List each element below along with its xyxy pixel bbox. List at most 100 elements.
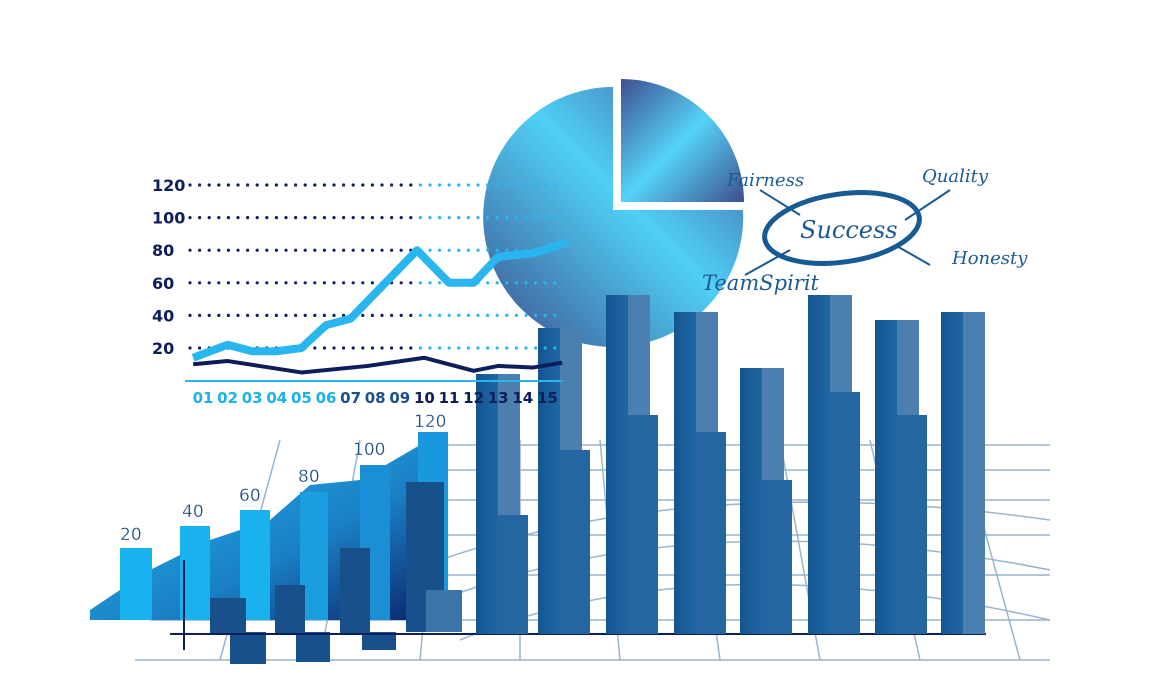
x-tick-label: 02 [217, 389, 238, 407]
grid-dot [342, 281, 346, 285]
grid-dot [313, 346, 317, 350]
grid-dot [274, 216, 278, 220]
grid-dot [476, 313, 480, 317]
grid-dot [418, 183, 422, 187]
grid-dot [486, 313, 490, 317]
grid-dot [380, 216, 384, 220]
grid-dot [265, 248, 269, 252]
grid-dot [217, 216, 221, 220]
grid-dot [495, 346, 499, 350]
grid-dot [428, 313, 432, 317]
grid-dot [322, 183, 326, 187]
x-tick-label: 15 [537, 389, 558, 407]
grid-dot [534, 216, 538, 220]
grid-dot [313, 313, 317, 317]
grid-dot [553, 183, 557, 187]
tall-bar-secondary [628, 415, 658, 634]
grid-dot [236, 183, 240, 187]
x-tick-label: 06 [316, 389, 337, 407]
grid-dot [207, 281, 211, 285]
grid-dot [390, 183, 394, 187]
grid-dot [534, 346, 538, 350]
tall-bar [476, 374, 498, 634]
grid-dot [438, 216, 442, 220]
grid-dot [207, 248, 211, 252]
grid-dot [447, 248, 451, 252]
grid-dot [495, 313, 499, 317]
grid-dot [399, 216, 403, 220]
grid-dot [553, 313, 557, 317]
x-tick-label: 08 [365, 389, 386, 407]
grid-dot [553, 216, 557, 220]
grid-dot [524, 313, 528, 317]
grid-dot [342, 248, 346, 252]
grid-dot [226, 216, 230, 220]
grid-dot [361, 313, 365, 317]
grid-dot [361, 346, 365, 350]
grid-dot [236, 216, 240, 220]
grid-dot [198, 216, 202, 220]
grid-dot [495, 248, 499, 252]
grid-dot [207, 183, 211, 187]
y-tick-label: 120 [152, 176, 185, 195]
success-mindmap: Success Fairness Quality Honesty TeamSpi… [702, 166, 1028, 295]
grid-dot [274, 281, 278, 285]
grid-dot [457, 183, 461, 187]
grid-dot [534, 183, 538, 187]
grid-dot [198, 281, 202, 285]
x-tick-label: 14 [512, 389, 533, 407]
grid-dot [438, 313, 442, 317]
grid-dot [303, 183, 307, 187]
mindmap-center: Success [800, 216, 898, 244]
grid-dot [409, 216, 413, 220]
grid-dot [284, 216, 288, 220]
grid-dot [332, 183, 336, 187]
grid-dot [457, 216, 461, 220]
grid-dot [418, 313, 422, 317]
tall-bar-secondary [830, 392, 860, 634]
grid-dot [476, 248, 480, 252]
tall-bar-secondary [560, 450, 590, 634]
grid-dot [303, 313, 307, 317]
tall-bar [875, 320, 897, 634]
mindmap-word-teamspirit: TeamSpirit [702, 271, 820, 295]
grid-dot [332, 346, 336, 350]
grid-dot [265, 216, 269, 220]
grid-dot [226, 281, 230, 285]
grid-dot [438, 248, 442, 252]
grid-dot [399, 313, 403, 317]
grid-dot [514, 216, 519, 220]
grid-dot [265, 183, 269, 187]
grid-dot [495, 216, 499, 220]
grid-dot [246, 281, 250, 285]
grid-dot [303, 281, 307, 285]
grid-dot [505, 183, 509, 187]
grid-dot [342, 346, 346, 350]
pie-chart [483, 79, 744, 347]
grid-dot [514, 281, 519, 285]
grid-dot [188, 281, 192, 285]
grid-dot [313, 248, 317, 252]
grid-dot [351, 346, 355, 350]
grid-dot [390, 216, 394, 220]
grid-dot [351, 281, 355, 285]
grid-dot [390, 346, 394, 350]
grid-dot [217, 248, 221, 252]
grid-dot [370, 346, 374, 350]
grid-dot [486, 216, 490, 220]
grid-dot [543, 216, 547, 220]
grid-dot [294, 183, 298, 187]
grid-dot [418, 216, 422, 220]
grid-dot [476, 216, 480, 220]
grid-dot [457, 248, 461, 252]
grid-dot [274, 313, 278, 317]
grid-dot [284, 183, 288, 187]
y-tick-label: 100 [152, 209, 185, 228]
grid-dot [246, 248, 250, 252]
grid-dot [476, 346, 480, 350]
grid-dot [524, 183, 528, 187]
grid-dot [457, 313, 461, 317]
grid-dot [255, 216, 259, 220]
grid-dot [342, 216, 346, 220]
growth-bar-chart: 20 40 60 80 100 120 [90, 412, 986, 664]
